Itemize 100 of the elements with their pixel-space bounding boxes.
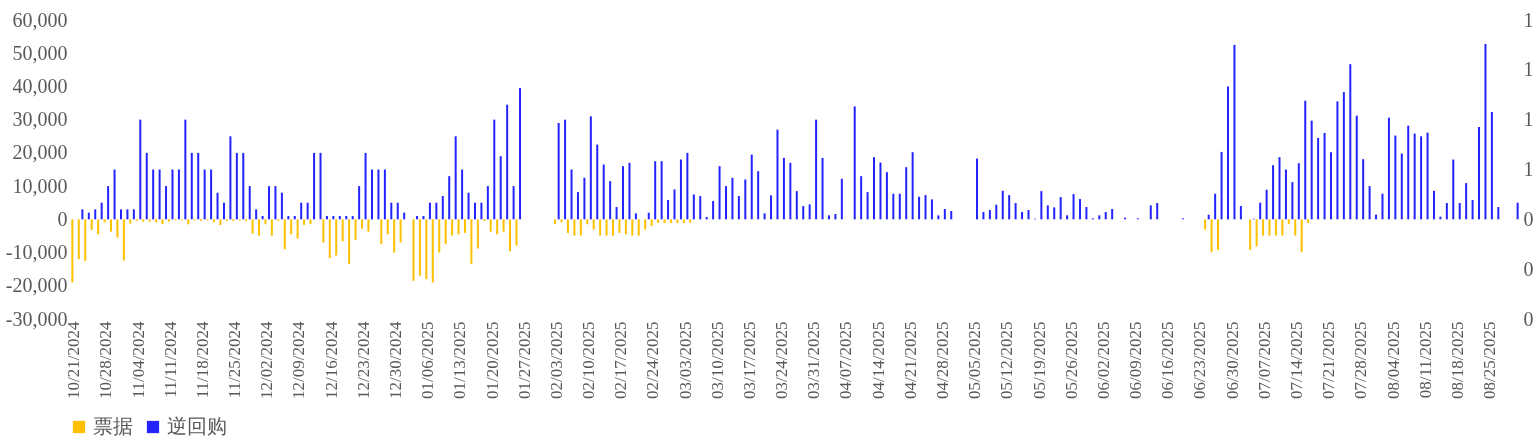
bar (924, 195, 927, 220)
bar (258, 219, 261, 236)
bar (1274, 219, 1277, 236)
x-tick-label: 03/17/2025 (739, 321, 759, 399)
bar (296, 219, 299, 239)
bar (126, 209, 129, 220)
bar (815, 119, 818, 220)
x-tick-label: 12/02/2024 (257, 321, 277, 399)
bar (451, 219, 454, 236)
bar (444, 219, 447, 245)
bar (1381, 193, 1384, 220)
bar (644, 219, 647, 230)
x-tick-label: 03/31/2025 (804, 321, 824, 399)
bar (499, 156, 502, 220)
bar (107, 186, 110, 220)
x-tick-label: 07/14/2025 (1287, 321, 1307, 399)
bar (673, 189, 676, 220)
bar (165, 186, 168, 220)
bar (519, 88, 522, 220)
bar (976, 158, 978, 220)
bar (113, 169, 116, 220)
bar (251, 219, 254, 234)
bar (190, 152, 193, 220)
bar (403, 212, 406, 220)
bar (988, 210, 991, 220)
bar (203, 169, 206, 220)
x-tick-label: 07/28/2025 (1351, 321, 1371, 399)
y-tick-label: 20,000 (12, 141, 68, 164)
bar (1452, 159, 1455, 220)
bar (770, 195, 773, 220)
bar (71, 219, 74, 283)
bar (676, 219, 679, 223)
bar (457, 219, 460, 235)
x-tick-label: 11/25/2024 (225, 321, 245, 399)
bar (396, 202, 399, 220)
y-tick-label: -20,000 (5, 274, 68, 297)
bar (637, 219, 640, 236)
bar (918, 196, 921, 220)
bar (647, 212, 650, 220)
bar (184, 119, 187, 220)
bar (467, 192, 470, 220)
bar (763, 213, 766, 220)
bar (950, 211, 953, 220)
bar (1407, 125, 1410, 220)
bar (654, 161, 657, 220)
bar (1484, 43, 1487, 220)
bar (789, 162, 792, 220)
x-tick-label: 12/23/2024 (353, 321, 373, 399)
bar (270, 219, 273, 236)
bar (152, 169, 155, 220)
bar (280, 192, 283, 220)
bar (438, 219, 441, 253)
bar (1085, 207, 1088, 220)
bar (1053, 207, 1056, 220)
x-tick-label: 06/02/2025 (1093, 321, 1113, 399)
y2-tick-label: 0 (1523, 207, 1534, 230)
bar (1014, 203, 1017, 220)
bar (283, 219, 286, 250)
bar (1227, 86, 1230, 220)
bar (132, 209, 135, 220)
bar (506, 104, 509, 220)
bar (512, 186, 515, 220)
bar (229, 136, 232, 220)
bar (669, 219, 672, 223)
bar (371, 169, 373, 220)
x-tick-label: 02/03/2025 (546, 321, 566, 399)
legend-label: 逆回购 (167, 415, 227, 437)
x-tick-label: 04/21/2025 (900, 321, 920, 399)
bar (596, 144, 599, 220)
bar (139, 119, 142, 220)
bar (1098, 215, 1101, 220)
y-tick-label: -30,000 (5, 307, 68, 330)
y2-tick-label: 1 (1523, 58, 1534, 81)
bar (129, 219, 132, 224)
bar (609, 181, 612, 220)
bar (367, 219, 370, 232)
bar (210, 169, 213, 220)
bar (493, 119, 496, 220)
bar (1021, 212, 1024, 220)
bar (502, 219, 505, 232)
legend-label: 票据 (93, 415, 133, 437)
bar (1078, 199, 1081, 220)
bar (219, 219, 222, 225)
bar (393, 219, 396, 253)
x-tick-label: 02/24/2025 (643, 321, 663, 399)
bar (309, 219, 312, 224)
bar (1465, 183, 1468, 220)
bar (564, 119, 567, 220)
bar (463, 219, 466, 233)
bar (1281, 219, 1284, 236)
bar (1400, 153, 1403, 220)
x-tick-label: 05/26/2025 (1061, 321, 1081, 399)
bar (341, 219, 344, 242)
bar (1304, 100, 1307, 220)
bar (148, 219, 151, 222)
bar (930, 199, 933, 220)
y-tick-label: 10,000 (12, 174, 68, 197)
bar (689, 219, 692, 223)
x-tick-label: 06/09/2025 (1126, 321, 1146, 399)
bar (473, 202, 476, 220)
